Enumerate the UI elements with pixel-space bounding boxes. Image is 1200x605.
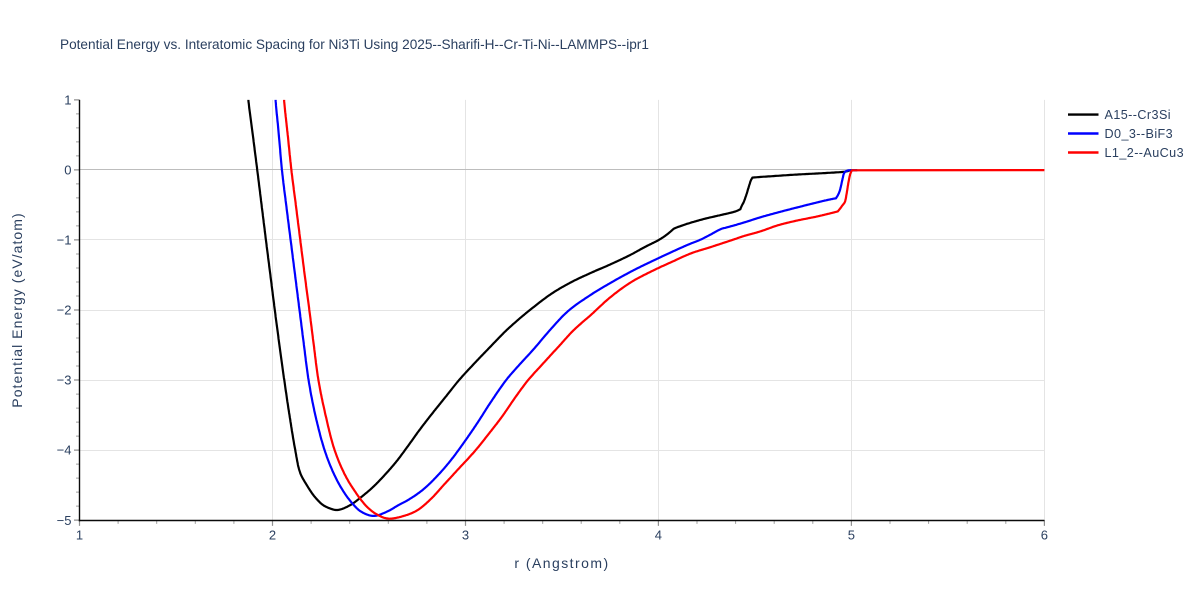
svg-text:−5: −5: [57, 513, 72, 528]
svg-text:2: 2: [269, 528, 276, 543]
svg-text:L1_2--AuCu3: L1_2--AuCu3: [1105, 146, 1185, 160]
svg-text:D0_3--BiF3: D0_3--BiF3: [1105, 127, 1174, 141]
svg-text:0: 0: [64, 163, 71, 178]
svg-text:5: 5: [848, 528, 855, 543]
svg-text:−3: −3: [57, 373, 72, 388]
svg-text:1: 1: [76, 528, 83, 543]
svg-text:−2: −2: [57, 303, 72, 318]
svg-text:Potential Energy vs. Interatom: Potential Energy vs. Interatomic Spacing…: [60, 37, 649, 52]
svg-text:A15--Cr3Si: A15--Cr3Si: [1105, 108, 1172, 122]
svg-text:−1: −1: [57, 233, 72, 248]
svg-text:6: 6: [1041, 528, 1048, 543]
svg-text:1: 1: [64, 93, 71, 108]
svg-text:−4: −4: [57, 443, 72, 458]
svg-text:r (Angstrom): r (Angstrom): [514, 555, 609, 571]
svg-text:3: 3: [462, 528, 469, 543]
svg-text:Potential Energy (eV/atom): Potential Energy (eV/atom): [9, 212, 25, 407]
svg-text:4: 4: [655, 528, 662, 543]
